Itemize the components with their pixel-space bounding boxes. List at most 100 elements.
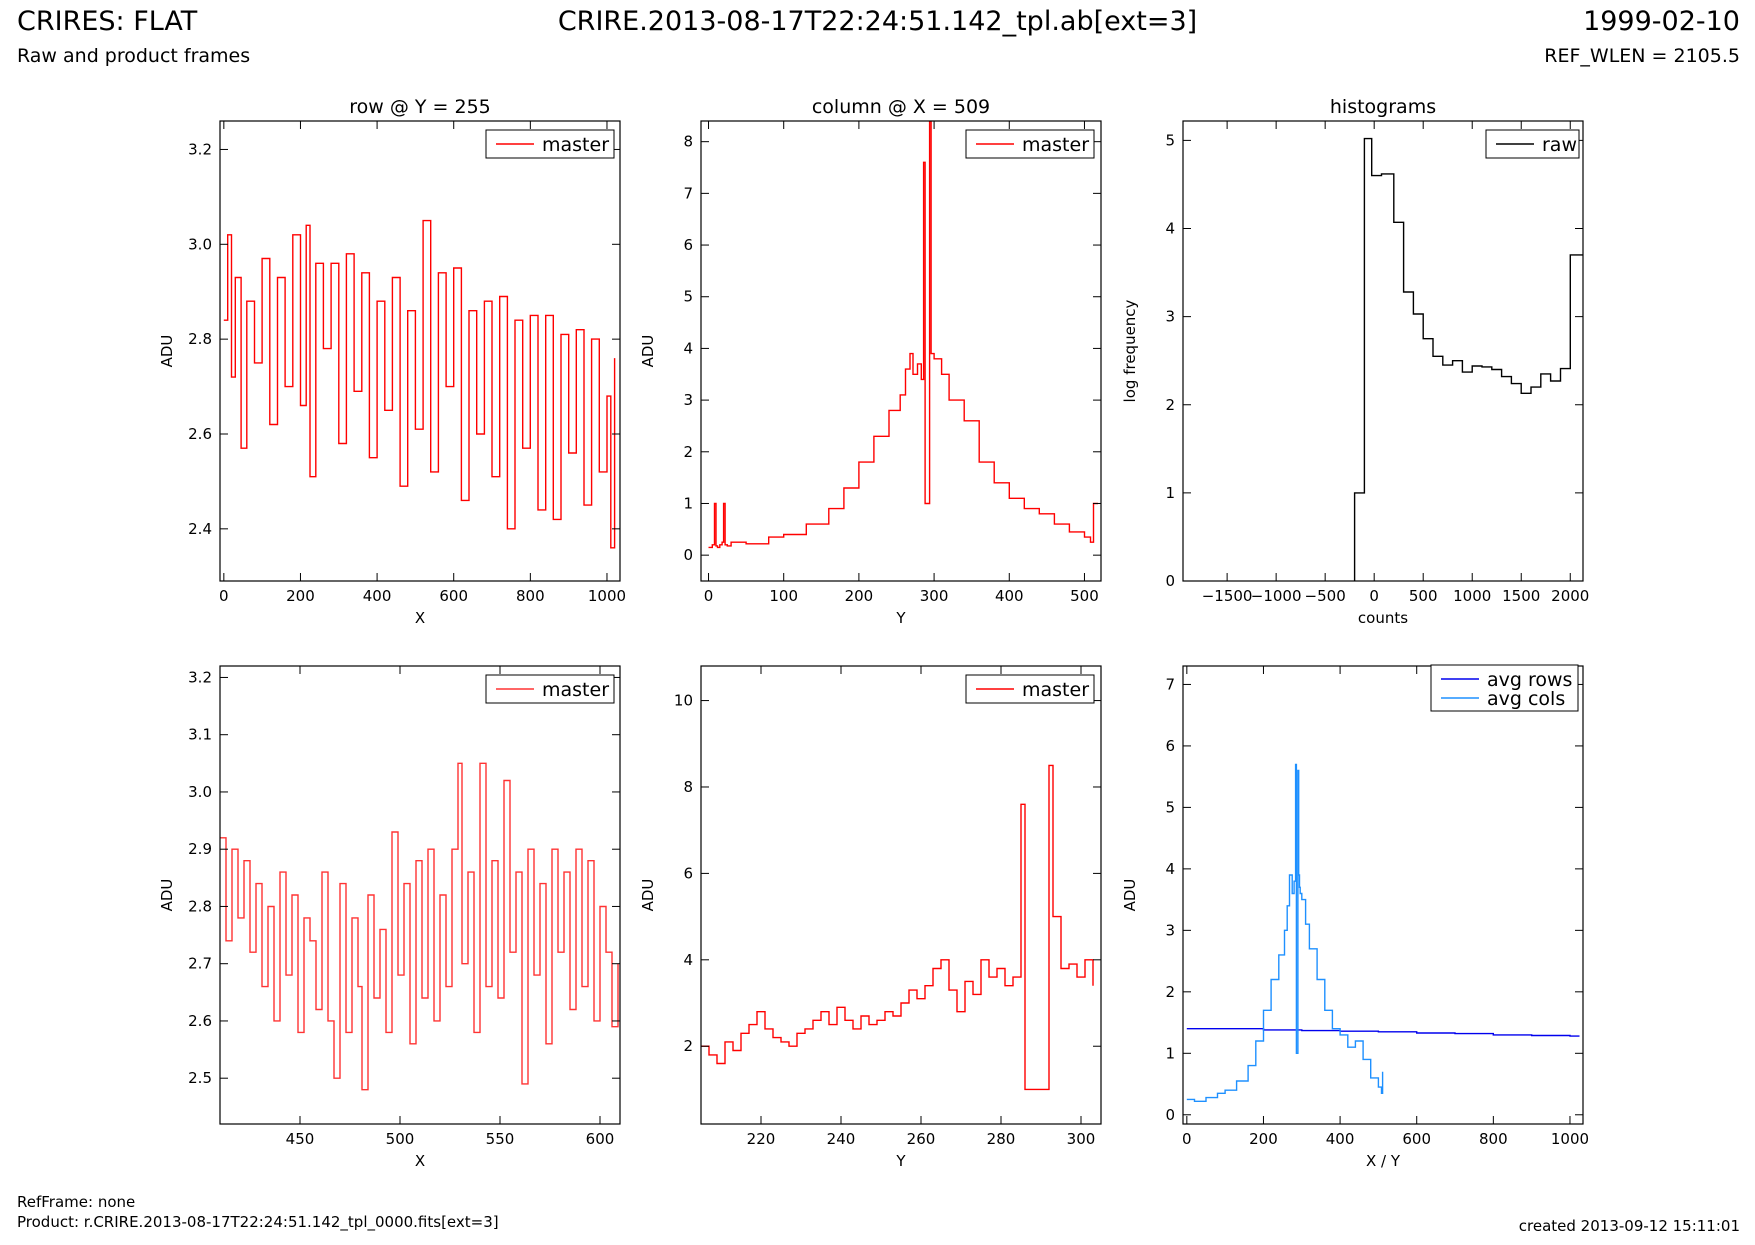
x-tick-label: 0 xyxy=(1369,587,1379,605)
x-axis-label: counts xyxy=(1358,609,1408,627)
x-tick-label: 450 xyxy=(286,1130,315,1148)
x-tick-label: 800 xyxy=(516,587,545,605)
y-tick-label: 4 xyxy=(1165,860,1175,878)
y-tick-label: 5 xyxy=(1165,131,1175,149)
y-tick-label: 10 xyxy=(674,692,693,710)
x-tick-label: 0 xyxy=(704,587,714,605)
chart-panel-4: 450 500 550 600 2.5 2.6 2.7 2.8 2.9 3.0 3.1 3.2 X ADU… xyxy=(158,665,621,1170)
figure-subtitle: Raw and product frames xyxy=(17,45,251,67)
y-tick-label: 2.9 xyxy=(188,840,212,858)
y-tick-label: 2.6 xyxy=(188,425,212,443)
y-tick-label: 3 xyxy=(683,391,693,409)
legend-label: raw xyxy=(1542,134,1577,156)
ref-wlen: REF_WLEN = 2105.5 xyxy=(1544,45,1740,67)
y-tick-label: 8 xyxy=(683,133,693,151)
x-axis-label: X xyxy=(415,1152,425,1170)
x-tick-label: 400 xyxy=(1326,1130,1355,1148)
x-tick-label: 200 xyxy=(845,587,874,605)
y-axis-label: log frequency xyxy=(1121,299,1139,402)
x-tick-label: 200 xyxy=(286,587,315,605)
chart-panel-5: 220 240 260 280 300 2 4 6 8 10 Y ADU master xyxy=(639,665,1102,1170)
x-tick-label: 600 xyxy=(1402,1130,1431,1148)
y-tick-label: 3.2 xyxy=(188,668,212,686)
x-tick-label: 550 xyxy=(486,1130,515,1148)
y-tick-label: 3 xyxy=(1165,308,1175,326)
panel-title: row @ Y = 255 xyxy=(349,96,491,118)
y-axis-label: ADU xyxy=(1121,879,1139,912)
y-tick-label: 5 xyxy=(1165,798,1175,816)
x-tick-label: 400 xyxy=(363,587,392,605)
y-tick-label: 2.5 xyxy=(188,1069,212,1087)
x-tick-label: −500 xyxy=(1305,587,1346,605)
series-line-avg-rows xyxy=(1186,1027,1580,1037)
x-tick-label: 500 xyxy=(1409,587,1438,605)
panel-title: histograms xyxy=(1330,96,1436,118)
x-tick-label: 800 xyxy=(1479,1130,1508,1148)
y-tick-label: 1 xyxy=(1165,484,1175,502)
series-line-master xyxy=(223,219,616,549)
y-tick-label: 4 xyxy=(1165,220,1175,238)
y-tick-label: 1 xyxy=(683,494,693,512)
ref-frame-note: RefFrame: none xyxy=(17,1193,136,1211)
legend-label: avg rows xyxy=(1487,669,1572,691)
x-axis-label: Y xyxy=(895,609,906,627)
x-tick-label: 1000 xyxy=(588,587,626,605)
y-tick-label: 6 xyxy=(683,236,693,254)
y-tick-label: 2.8 xyxy=(188,330,212,348)
plot-frame xyxy=(219,665,621,1125)
x-tick-label: 280 xyxy=(987,1130,1016,1148)
x-tick-label: 600 xyxy=(439,587,468,605)
y-axis-label: ADU xyxy=(639,335,657,368)
file-name: CRIRE.2013-08-17T22:24:51.142_tpl.ab[ext… xyxy=(557,6,1198,37)
chart-panel-1: 0 200 400 600 800 1000 2.4 2.6 2.8 3.0 3.2 X ADU row … xyxy=(158,96,626,627)
x-tick-label: 200 xyxy=(1249,1130,1278,1148)
chart-panel-6: 0 200 400 600 800 1000 0 1 2 3 4 5 6 7 X / Y ADU avg row… xyxy=(1121,664,1589,1170)
x-tick-label: 400 xyxy=(995,587,1024,605)
x-tick-label: 600 xyxy=(586,1130,615,1148)
legend: master xyxy=(485,674,615,704)
series-line-master xyxy=(708,121,1098,549)
y-tick-label: 3.1 xyxy=(188,726,212,744)
panel-title: column @ X = 509 xyxy=(812,96,990,118)
x-tick-label: 500 xyxy=(1070,587,1099,605)
y-tick-label: 5 xyxy=(683,288,693,306)
x-tick-label: 2000 xyxy=(1551,587,1589,605)
x-tick-label: 1000 xyxy=(1453,587,1491,605)
x-tick-label: 100 xyxy=(769,587,798,605)
y-tick-label: 7 xyxy=(1165,675,1175,693)
y-tick-label: 0 xyxy=(1165,1106,1175,1124)
plot-frame xyxy=(700,120,1102,582)
created-timestamp: created 2013-09-12 15:11:01 xyxy=(1518,1217,1740,1235)
x-axis-label: X / Y xyxy=(1366,1152,1401,1170)
x-tick-label: 1500 xyxy=(1502,587,1540,605)
x-tick-label: −1000 xyxy=(1251,587,1302,605)
x-tick-label: 1000 xyxy=(1551,1130,1589,1148)
chart-panel-2: 0 100 200 300 400 500 0 1 2 3 4 5 6 7 8 Y ADU column @ X … xyxy=(639,96,1102,627)
y-tick-label: 1 xyxy=(1165,1044,1175,1062)
x-tick-label: 300 xyxy=(1067,1130,1096,1148)
x-axis-label: Y xyxy=(895,1152,906,1170)
x-tick-label: 300 xyxy=(920,587,949,605)
y-tick-label: 3.0 xyxy=(188,235,212,253)
y-tick-label: 2 xyxy=(683,443,693,461)
legend: master xyxy=(965,674,1095,704)
y-tick-label: 0 xyxy=(683,546,693,564)
y-tick-label: 2.6 xyxy=(188,1012,212,1030)
y-tick-label: 3 xyxy=(1165,921,1175,939)
y-tick-label: 8 xyxy=(683,778,693,796)
y-tick-label: 2 xyxy=(1165,983,1175,1001)
product-note: Product: r.CRIRE.2013-08-17T22:24:51.142… xyxy=(17,1213,499,1231)
y-tick-label: 4 xyxy=(683,951,693,969)
figure-title: CRIRES: FLAT xyxy=(17,6,198,37)
legend-label: master xyxy=(542,134,609,156)
series-line-raw xyxy=(1353,137,1583,581)
x-tick-label: −1500 xyxy=(1202,587,1253,605)
plot-frame xyxy=(1182,120,1584,582)
y-tick-label: 0 xyxy=(1165,572,1175,590)
legend-label: avg cols xyxy=(1487,688,1565,710)
series-line-master xyxy=(701,764,1094,1091)
plot-frame xyxy=(219,120,621,582)
chart-panel-3: −1500−1000 −500 0 500 1000 1500 2000 0 1 2 3 4 5 coun… xyxy=(1121,96,1589,627)
y-axis-label: ADU xyxy=(158,335,176,368)
